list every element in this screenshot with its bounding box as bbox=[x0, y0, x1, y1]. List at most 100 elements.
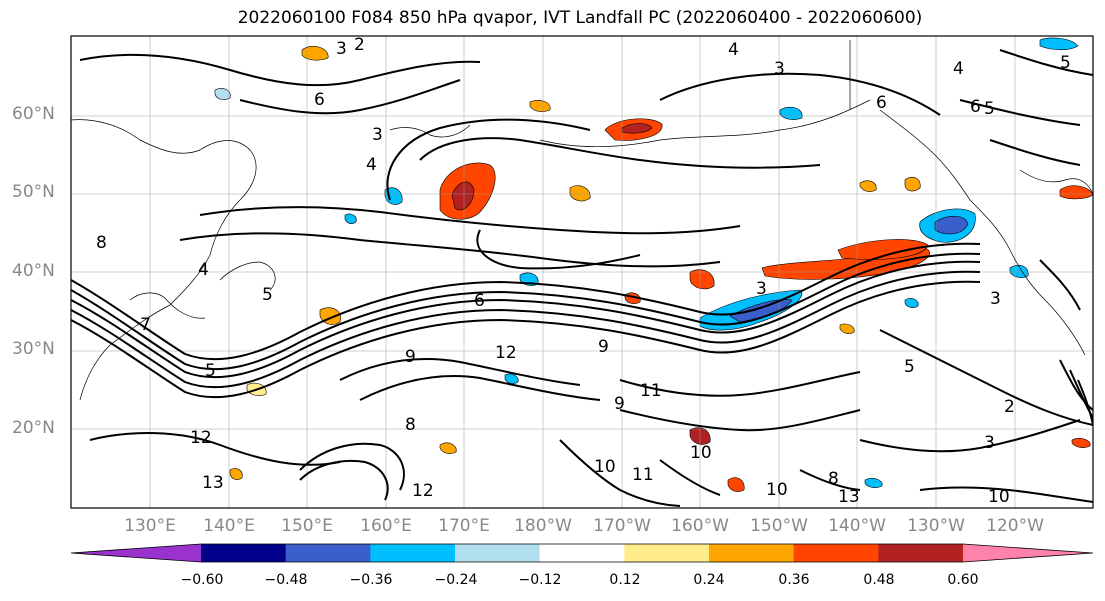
contour-label: 8 bbox=[405, 415, 416, 435]
anomaly-patch bbox=[934, 215, 969, 235]
contour-label: 10 bbox=[988, 487, 1010, 507]
colorbar-swatch bbox=[201, 544, 287, 562]
lat-label-60: 60°N bbox=[12, 104, 55, 124]
colorbar-tick-label: 0.60 bbox=[947, 572, 979, 588]
colorbar-tick-label: −0.60 bbox=[180, 572, 224, 588]
contour-label: 5 bbox=[1060, 53, 1071, 73]
contour-label: 6 bbox=[314, 90, 325, 110]
anomaly-patch bbox=[689, 269, 715, 290]
lon-label: 160°W bbox=[671, 516, 729, 536]
contour-label: 3 bbox=[372, 125, 383, 145]
colorbar-tick-label: 0.36 bbox=[778, 572, 810, 588]
contour-label: 7 bbox=[140, 315, 151, 335]
anomaly-patch bbox=[439, 442, 457, 454]
contour-label: 3 bbox=[756, 279, 767, 299]
contour-lines bbox=[71, 49, 1093, 507]
contour-label: 6 bbox=[876, 93, 887, 113]
colorbar-extend-high bbox=[963, 544, 1093, 562]
colorbar bbox=[70, 543, 1094, 563]
contour-labels: 3 2 4 3 4 6 6 5 3 4 5 6 8 5 4 3 12 9 11 … bbox=[96, 35, 1071, 507]
anomaly-patch bbox=[529, 100, 551, 112]
contour-label: 3 bbox=[990, 289, 1001, 309]
colorbar-tick-label: 0.48 bbox=[863, 572, 895, 588]
contour-label: 9 bbox=[405, 347, 416, 367]
lon-label: 170°E bbox=[438, 516, 490, 536]
contour-label: 6 bbox=[970, 97, 981, 117]
anomaly-patch bbox=[904, 298, 919, 308]
contour-label: 3 bbox=[984, 433, 995, 453]
contour-label: 13 bbox=[838, 487, 860, 507]
contour-label: 9 bbox=[614, 394, 625, 414]
contour-label: 10 bbox=[766, 480, 788, 500]
anomaly-patch bbox=[569, 185, 591, 202]
anomaly-patch bbox=[214, 88, 231, 100]
anomaly-patch bbox=[451, 181, 475, 211]
lon-label: 160°E bbox=[360, 516, 412, 536]
anomaly-patch bbox=[1039, 37, 1079, 51]
contour-label: 3 bbox=[336, 39, 347, 59]
anomaly-patch bbox=[344, 213, 357, 224]
contour-label: 8 bbox=[96, 233, 107, 253]
colorbar-swatch bbox=[709, 544, 795, 562]
contour-label: 12 bbox=[190, 428, 212, 448]
lat-label-50: 50°N bbox=[12, 182, 55, 202]
contour-label: 5 bbox=[205, 361, 216, 381]
lon-label: 140°E bbox=[203, 516, 255, 536]
lat-label-30: 30°N bbox=[12, 339, 55, 359]
lon-label: 150°E bbox=[281, 516, 333, 536]
colorbar-swatch bbox=[624, 544, 710, 562]
contour-label: 12 bbox=[495, 343, 517, 363]
colorbar-swatch bbox=[370, 544, 456, 562]
contour-label: 2 bbox=[1004, 397, 1015, 417]
lat-label-40: 40°N bbox=[12, 261, 55, 281]
colorbar-tick-label: −0.24 bbox=[434, 572, 478, 588]
colorbar-tick-label: −0.12 bbox=[518, 572, 562, 588]
anomaly-patch bbox=[621, 123, 653, 134]
lon-label: 130°E bbox=[124, 516, 176, 536]
anomaly-patch bbox=[864, 478, 883, 488]
contour-label: 4 bbox=[953, 59, 964, 79]
contour-label: 12 bbox=[412, 481, 434, 501]
colorbar-swatch bbox=[285, 544, 371, 562]
colorbar-tick-label: 0.24 bbox=[693, 572, 725, 588]
contour-label: 4 bbox=[198, 260, 209, 280]
contour-label: 6 bbox=[474, 291, 485, 311]
lat-label-20: 20°N bbox=[12, 418, 55, 438]
anomaly-patch bbox=[229, 468, 243, 480]
lon-label: 180°W bbox=[514, 516, 572, 536]
anomaly-patch bbox=[301, 46, 329, 61]
anomaly-patch bbox=[1071, 438, 1091, 448]
contour-label: 3 bbox=[774, 59, 785, 79]
map-title: 2022060100 F084 850 hPa qvapor, IVT Land… bbox=[237, 8, 923, 28]
contour-label: 11 bbox=[632, 465, 654, 485]
lon-label: 130°W bbox=[907, 516, 965, 536]
colorbar-tick-label: −0.36 bbox=[349, 572, 393, 588]
contour-label: 13 bbox=[202, 473, 224, 493]
colorbar-swatch bbox=[793, 544, 879, 562]
contour-label: 5 bbox=[262, 285, 273, 305]
colorbar-swatch bbox=[539, 544, 625, 562]
contour-label: 9 bbox=[598, 337, 609, 357]
anomaly-patch bbox=[504, 373, 519, 384]
colorbar-extend-low bbox=[71, 544, 201, 562]
contour-label: 2 bbox=[354, 35, 365, 55]
anomaly-patch bbox=[727, 477, 745, 492]
contour-label: 4 bbox=[728, 40, 739, 60]
anomaly-patch bbox=[859, 180, 877, 192]
colorbar-outline bbox=[70, 543, 1094, 563]
colorbar-swatch bbox=[455, 544, 541, 562]
colorbar-tick-label: −0.48 bbox=[264, 572, 308, 588]
anomaly-patch bbox=[839, 323, 855, 334]
anomaly-patch bbox=[837, 239, 929, 260]
contour-label: 5 bbox=[984, 99, 995, 119]
colorbar-swatch bbox=[878, 544, 964, 562]
contour-label: 11 bbox=[640, 381, 662, 401]
anomaly-patch bbox=[904, 176, 921, 192]
contour-label: 10 bbox=[690, 443, 712, 463]
lon-label: 170°W bbox=[593, 516, 651, 536]
lon-label: 120°W bbox=[986, 516, 1044, 536]
plot-frame bbox=[70, 35, 1094, 509]
positive-anomaly-patches bbox=[229, 46, 1093, 492]
lon-label: 150°W bbox=[750, 516, 808, 536]
